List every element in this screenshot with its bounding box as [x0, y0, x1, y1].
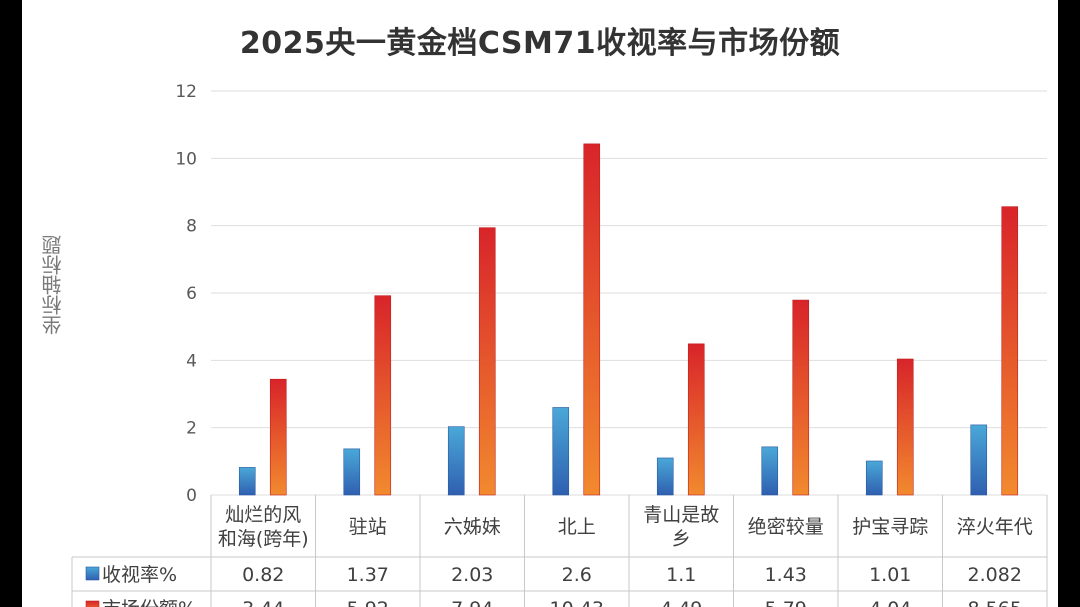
- bar: [478, 227, 496, 496]
- series-name: 收视率%: [102, 564, 177, 586]
- bar: [238, 467, 256, 496]
- category-label: 和海(跨年): [218, 528, 309, 550]
- category-label: 青山是故: [643, 504, 719, 526]
- category-label: 北上: [558, 516, 596, 538]
- data-label: 5.92: [347, 598, 389, 607]
- bar: [583, 143, 601, 496]
- data-label: 1.1: [666, 564, 696, 586]
- chart-title: 2025央一黄金档CSM71收视率与市场份额: [239, 26, 841, 61]
- category-label: 淬火年代: [957, 516, 1033, 538]
- category-label: 乡: [672, 528, 691, 550]
- bar: [970, 424, 988, 496]
- bar: [343, 448, 361, 496]
- data-label: 10.43: [550, 598, 604, 607]
- category-label: 六姊妹: [444, 516, 501, 538]
- category-label: 护宝寻踪: [852, 516, 928, 538]
- y-tick-label: 4: [186, 351, 197, 371]
- data-label: 1.43: [765, 564, 807, 586]
- data-label: 5.79: [765, 598, 807, 607]
- data-label: 2.6: [562, 564, 592, 586]
- bar: [865, 460, 883, 496]
- category-label: 驻站: [349, 516, 387, 538]
- data-label: 3.44: [242, 598, 284, 607]
- bar: [447, 426, 465, 496]
- data-label: 1.01: [869, 564, 911, 586]
- y-tick-label: 2: [186, 419, 197, 439]
- bar: [761, 446, 779, 496]
- bar: [269, 378, 287, 496]
- bar: [374, 295, 392, 496]
- gridlines: [211, 90, 1047, 496]
- data-label: 2.03: [451, 564, 493, 586]
- data-label: 4.04: [869, 598, 911, 607]
- category-label: 绝密较量: [748, 516, 824, 538]
- y-tick-label: 12: [175, 82, 197, 102]
- legend-key: [85, 600, 100, 607]
- chart-panel: 2025央一黄金档CSM71收视率与市场份额 坐标轴标题 0 2 4 6 8 10 12 灿…: [22, 0, 1058, 607]
- bar: [896, 358, 914, 496]
- data-label: 4.49: [660, 598, 702, 607]
- y-tick-label: 10: [175, 149, 197, 169]
- data-label: 2.082: [968, 564, 1022, 586]
- bar: [656, 457, 674, 496]
- series-name: 市场份额%: [102, 598, 196, 607]
- y-tick-label: 6: [186, 284, 197, 304]
- y-tick-labels: 0 2 4 6 8 10 12: [175, 82, 197, 506]
- data-label: 1.37: [347, 564, 389, 586]
- data-label: 0.82: [242, 564, 284, 586]
- bar: [1001, 206, 1019, 496]
- bars: [238, 143, 1019, 496]
- data-label: 7.94: [451, 598, 493, 607]
- bar: [552, 407, 570, 496]
- y-tick-label: 0: [186, 486, 197, 506]
- data-label: 8.565: [968, 598, 1022, 607]
- legend-key: [85, 566, 100, 581]
- category-label: 灿烂的风: [225, 504, 301, 526]
- bar: [792, 299, 810, 496]
- bar: [687, 343, 705, 496]
- y-tick-label: 8: [186, 217, 197, 237]
